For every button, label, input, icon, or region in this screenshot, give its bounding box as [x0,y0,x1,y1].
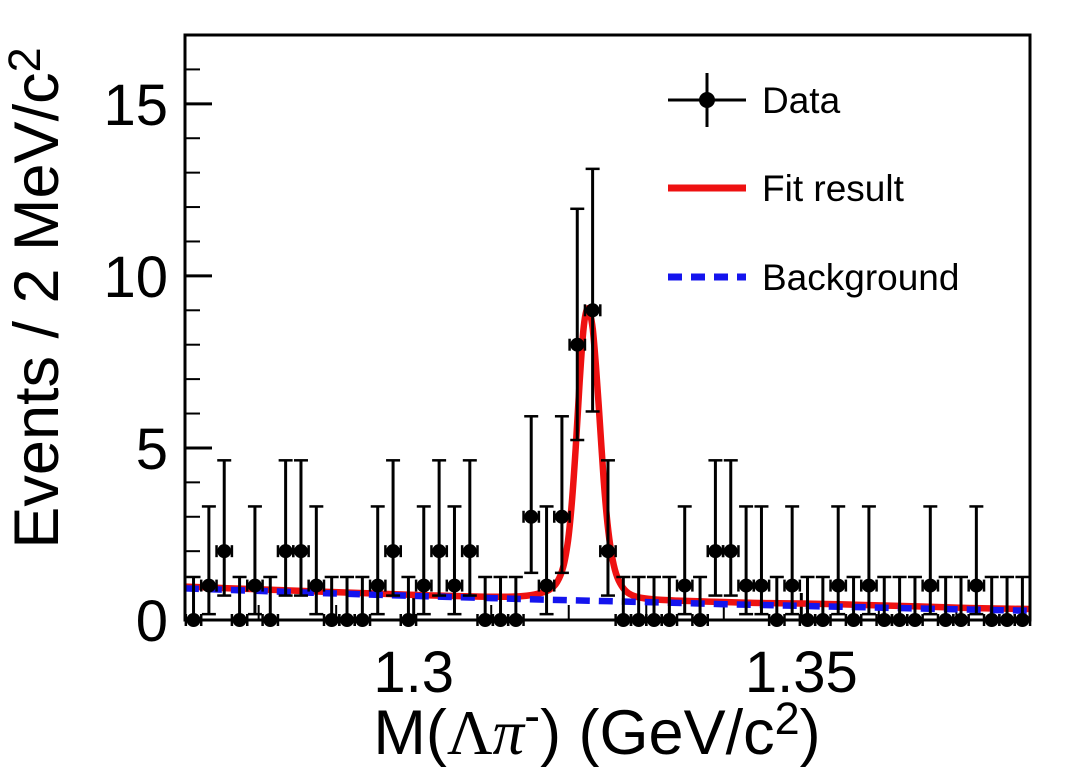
data-point [783,505,802,616]
data-point-marker [293,544,308,559]
data-point-marker [570,337,585,352]
data-point [583,167,602,413]
x-title-m: M( [373,698,446,768]
data-point [859,505,878,616]
data-point [721,459,740,597]
x-axis-title: M(Λπ-) (GeV/c2) [373,690,820,768]
data-point-marker [677,578,692,593]
data-point [215,459,234,597]
y-tick-label: 5 [136,417,168,482]
background-curve [185,585,1030,614]
x-tick-label: 1.35 [745,640,858,705]
data-point-marker [416,578,431,593]
data-point [829,505,848,616]
data-point-marker [739,578,754,593]
data-point-marker [585,303,600,318]
pi-charge-sup: - [524,690,540,743]
data-point-marker [923,578,938,593]
tick-labels-layer: 1.3 1.35 0 5 10 15 [103,73,857,705]
data-point [460,459,479,597]
data-point [368,505,387,616]
data-point [568,207,587,442]
data-point [307,505,326,616]
legend-data-marker-icon [699,92,715,108]
data-point [552,415,571,575]
y-tick-label: 10 [103,245,168,310]
data-point [737,505,756,616]
data-point [276,459,295,597]
data-point-marker [447,578,462,593]
data-point-marker [708,544,723,559]
pi-symbol: π [493,698,526,768]
data-point [706,459,725,597]
data-point-marker [861,578,876,593]
data-point [599,459,617,597]
legend-label: Background [762,257,959,298]
y-tick-label: 15 [103,73,168,138]
legend-label: Fit result [762,168,905,209]
data-point-marker [969,578,984,593]
data-point-marker [201,578,216,593]
plot-frame [183,33,1032,622]
data-point [414,505,433,616]
data-point-marker [754,578,769,593]
data-point-marker [723,544,738,559]
data-point-marker [554,509,569,524]
y-axis-title: Events / 2 MeV/c2 [0,47,72,548]
legend-item-fit-result: Fit result [668,168,905,209]
data-point-marker [386,544,401,559]
data-point-marker [309,578,324,593]
data-point [430,459,449,597]
lambda-symbol: Λ [447,698,493,768]
data-point-marker [432,544,447,559]
data-point-marker [539,578,554,593]
frame-layer [183,33,1032,622]
data-layer [184,167,1032,627]
legend: Data Fit result Background [668,73,959,298]
data-point [384,459,402,597]
data-point [537,505,556,616]
data-point [246,505,264,616]
data-point [921,505,940,616]
data-point-marker [600,544,615,559]
data-point-marker [831,578,846,593]
data-point [522,415,541,575]
data-point-marker [462,544,477,559]
x-tick-label: 1.3 [373,640,454,705]
legend-item-background: Background [668,257,959,298]
data-point-marker [217,544,232,559]
legend-label: Data [762,80,841,121]
data-point [292,459,310,597]
data-point [199,505,218,616]
data-point [675,505,694,616]
data-point-marker [524,509,539,524]
data-point-marker [247,578,262,593]
legend-item-data: Data [668,73,841,127]
data-point-marker [278,544,293,559]
data-point [445,505,464,616]
y-tick-label: 0 [136,589,168,654]
data-point [506,575,525,627]
y-axis-title-sup: 2 [0,47,50,72]
data-point-marker [785,578,800,593]
x-title-units: ) (GeV/c [540,698,775,768]
x-title-close: ) [800,698,821,768]
y-axis-title-main: Events / 2 MeV/c [2,72,72,548]
x-title-sup: 2 [775,693,800,744]
data-point [967,505,986,616]
data-point [752,505,771,616]
data-point-marker [370,578,385,593]
